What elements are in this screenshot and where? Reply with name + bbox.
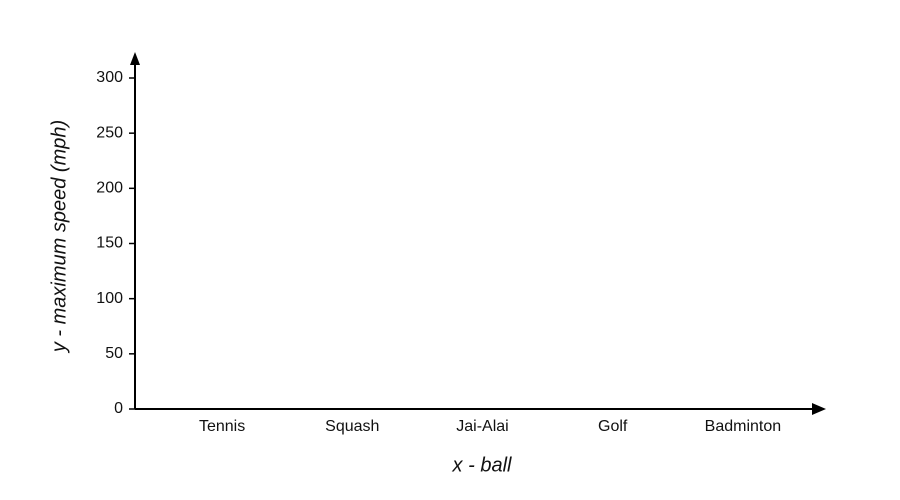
- y-tick-label: 150: [96, 235, 123, 252]
- x-axis-title: x - ball: [452, 454, 512, 476]
- x-tick-label: Squash: [325, 418, 379, 435]
- y-tick-label: 50: [105, 345, 123, 362]
- x-tick-label: Tennis: [199, 418, 245, 435]
- x-tick-label: Badminton: [705, 418, 782, 435]
- y-tick-label: 0: [114, 400, 123, 417]
- y-axis-title: y - maximum speed (mph): [48, 120, 70, 354]
- x-axis-arrow: [812, 403, 826, 415]
- y-tick-label: 200: [96, 180, 123, 197]
- y-tick-label: 300: [96, 69, 123, 86]
- x-tick-label: Golf: [598, 418, 628, 435]
- y-tick-label: 100: [96, 290, 123, 307]
- y-tick-label: 250: [96, 124, 123, 141]
- x-tick-label: Jai-Alai: [456, 418, 508, 435]
- y-axis-arrow: [130, 52, 140, 65]
